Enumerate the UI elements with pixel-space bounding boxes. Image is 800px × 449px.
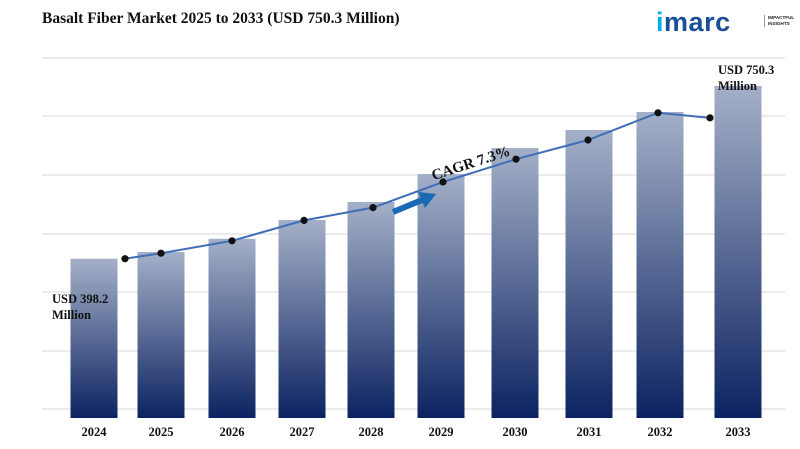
bars [70,86,762,418]
trend-point-2028 [369,204,377,212]
logo-tagline-line2: INSIGHTS [768,21,790,26]
end-value-amount: USD 750.3 [718,63,775,77]
trend-line-path [124,111,711,260]
end-value-unit: Million [718,79,757,93]
logo-letter: a [688,7,705,37]
trend-point-2026 [228,237,236,245]
logo-wordmark: imarc [656,6,731,38]
start-value-label: USD 398.2 Million [52,291,108,323]
trend-point-2032 [654,109,662,117]
imarc-logo: imarc IMPACTFUL INSIGHTS [656,6,794,42]
bar-2025 [137,252,185,418]
start-value-unit: Million [52,308,91,322]
x-tick-label: 2031 [577,425,602,439]
trend-point-2024 [121,255,129,263]
x-tick-label: 2025 [149,425,174,439]
bar-2029 [417,174,465,418]
bar-2026 [208,238,256,418]
x-tick-label: 2027 [290,425,315,439]
x-tick-label: 2033 [726,425,751,439]
bar-2027 [278,220,326,418]
start-value-amount: USD 398.2 [52,292,109,306]
cagr-arrow [391,192,436,215]
x-tick-label: 2026 [220,425,245,439]
end-value-label: USD 750.3 Million [718,62,774,94]
logo-letter: r [704,7,716,37]
cagr-arrow-shaft [391,197,424,215]
bar-2024 [70,258,118,418]
logo-letter: m [664,7,689,37]
trend-point-2027 [300,216,308,224]
x-tick-label: 2032 [648,425,673,439]
x-tick-label: 2029 [429,425,454,439]
cagr-arrow-head [418,192,436,208]
x-tick-label: 2028 [359,425,384,439]
trend-point-2031 [584,136,592,144]
bar-2031 [565,130,613,418]
x-axis-ticks: 2024 2025 2026 2027 2028 2029 2030 2031 2032 2033 [82,425,751,439]
bar-2032 [636,112,684,418]
chart-title: Basalt Fiber Market 2025 to 2033 (USD 75… [42,10,400,27]
trend-point-2033 [706,114,714,122]
logo-letter: i [656,7,665,37]
logo-tagline-line1: IMPACTFUL [768,15,795,20]
bar-2033 [714,86,762,418]
logo-letter: c [715,7,731,37]
logo-tagline: IMPACTFUL INSIGHTS [764,15,796,27]
bar-2030 [491,148,539,418]
trend-line [121,109,714,263]
trend-point-2030 [512,155,520,163]
x-tick-label: 2024 [82,425,108,439]
trend-point-2029 [439,178,447,186]
x-tick-label: 2030 [503,425,528,439]
bar-2028 [347,202,395,418]
trend-point-2025 [157,249,165,257]
